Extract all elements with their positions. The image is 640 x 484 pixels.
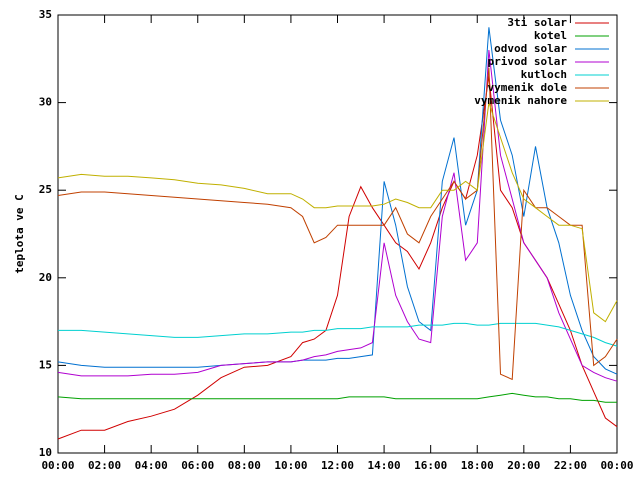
x-tick-label: 02:00 bbox=[88, 459, 121, 472]
legend-label: 3ti solar bbox=[507, 16, 567, 29]
x-tick-label: 22:00 bbox=[554, 459, 587, 472]
y-tick-label: 10 bbox=[39, 446, 52, 459]
x-tick-label: 00:00 bbox=[600, 459, 633, 472]
y-tick-label: 25 bbox=[39, 183, 52, 196]
series-line bbox=[57, 392, 617, 403]
series-line bbox=[57, 49, 618, 382]
series-line bbox=[57, 27, 618, 375]
legend-label: odvod solar bbox=[494, 42, 567, 55]
x-tick-label: 00:00 bbox=[41, 459, 74, 472]
x-tick-label: 14:00 bbox=[368, 459, 401, 472]
y-tick-label: 35 bbox=[39, 8, 52, 21]
series-line bbox=[57, 102, 618, 323]
legend-label: privod solar bbox=[488, 55, 568, 68]
x-tick-label: 16:00 bbox=[414, 459, 447, 472]
legend-label: vymenik dole bbox=[488, 81, 568, 94]
legend-label: vymenik nahore bbox=[474, 94, 567, 107]
y-tick-label: 20 bbox=[39, 271, 52, 284]
x-tick-label: 06:00 bbox=[181, 459, 214, 472]
x-tick-label: 10:00 bbox=[274, 459, 307, 472]
x-tick-label: 08:00 bbox=[228, 459, 261, 472]
legend-label: kutloch bbox=[521, 68, 567, 81]
series-line bbox=[57, 67, 618, 381]
x-tick-label: 20:00 bbox=[507, 459, 540, 472]
y-tick-label: 30 bbox=[39, 96, 52, 109]
x-tick-label: 04:00 bbox=[135, 459, 168, 472]
series-line bbox=[58, 322, 618, 347]
x-tick-label: 18:00 bbox=[461, 459, 494, 472]
legend-label: kotel bbox=[534, 29, 567, 42]
y-tick-label: 15 bbox=[39, 358, 52, 371]
x-tick-label: 12:00 bbox=[321, 459, 354, 472]
y-axis-label: teplota ve C bbox=[13, 194, 26, 273]
